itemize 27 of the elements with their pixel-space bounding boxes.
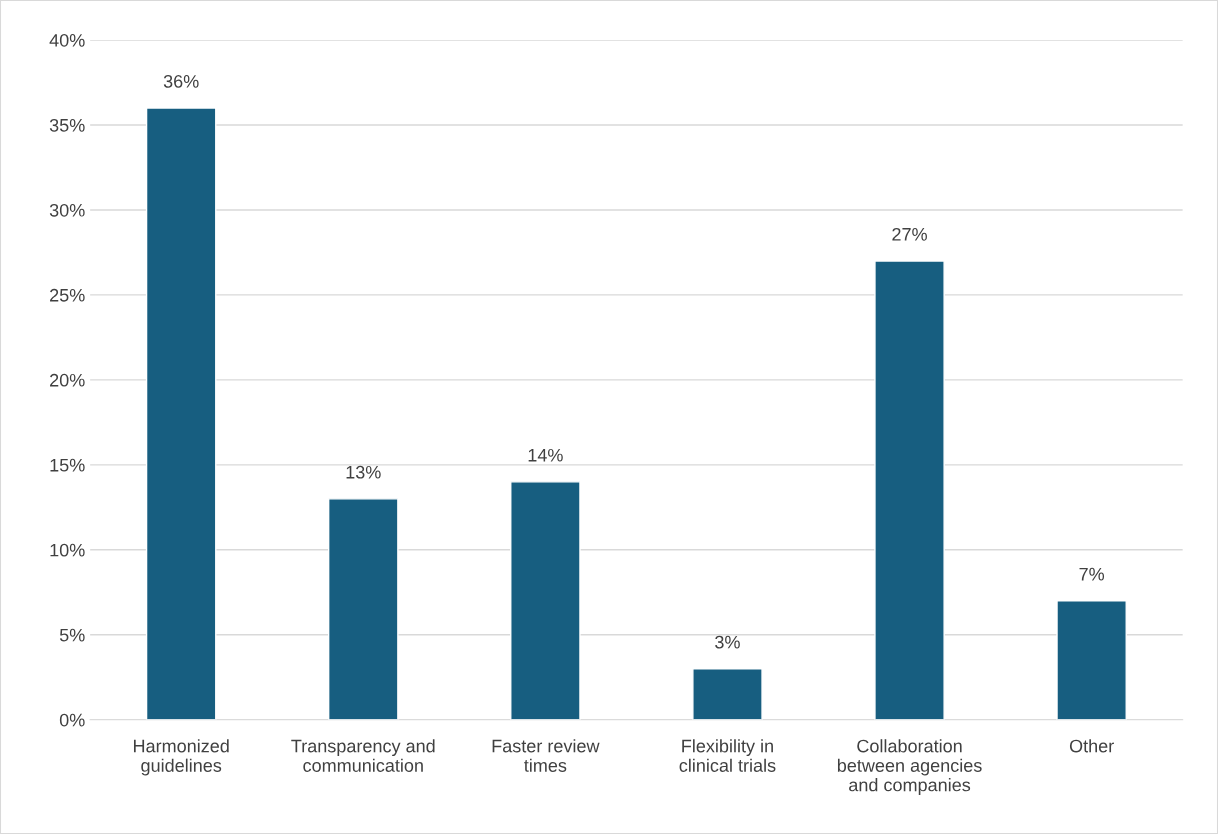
bar	[327, 498, 399, 720]
bar	[145, 107, 217, 720]
data-label: 36%	[163, 74, 199, 88]
y-tick-label: 15%	[50, 458, 85, 472]
data-label: 7%	[1079, 567, 1105, 581]
data-label: 14%	[528, 448, 563, 462]
y-tick-label: 35%	[49, 118, 85, 132]
x-tick-label: Harmonized guidelines	[133, 739, 229, 776]
x-tick-label: Transparency and communication	[291, 739, 435, 772]
bar	[1056, 600, 1127, 720]
data-label: 27%	[892, 227, 927, 241]
bar	[874, 260, 945, 720]
x-tick-label: Faster review times	[492, 739, 600, 772]
y-tick-label: 40%	[49, 33, 85, 47]
y-tick-label: 5%	[59, 628, 85, 642]
y-tick-label: 20%	[50, 373, 85, 387]
x-tick-label: Other	[1069, 739, 1114, 753]
bar	[692, 668, 763, 720]
x-tick-label: Collaboration between agencies and companies	[837, 739, 982, 795]
data-label: 13%	[346, 465, 381, 479]
bar	[510, 481, 581, 720]
y-tick-label: 25%	[50, 288, 85, 302]
data-label: 3%	[715, 635, 740, 649]
x-tick-label: Flexibility in clinical trials	[679, 739, 776, 772]
y-tick-label: 0%	[59, 713, 85, 727]
y-tick-label: 30%	[49, 203, 85, 217]
y-tick-label: 10%	[50, 543, 85, 557]
